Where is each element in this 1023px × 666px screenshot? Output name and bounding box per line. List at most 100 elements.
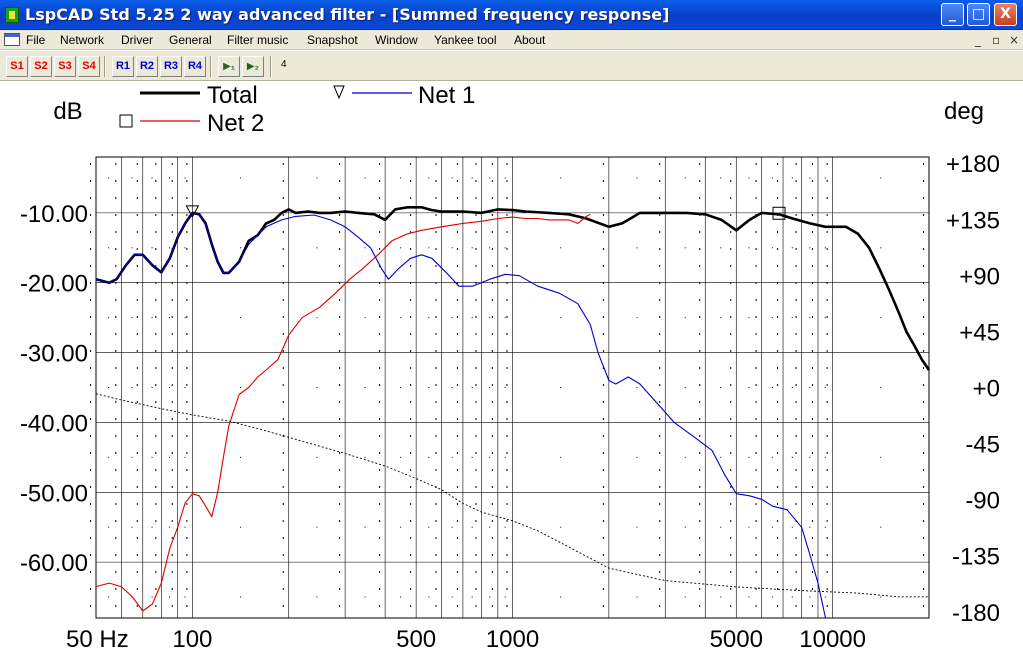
grid-dot xyxy=(339,333,341,335)
menu-about[interactable]: About xyxy=(514,33,546,47)
grid-dot xyxy=(316,526,318,528)
grid-dot xyxy=(923,316,924,318)
mdi-minimize-button[interactable]: _ xyxy=(975,33,981,47)
recall-r2-button[interactable]: R2 xyxy=(136,56,158,77)
mdi-restore-button[interactable]: ▫ xyxy=(992,33,1001,47)
close-button[interactable]: X xyxy=(994,3,1017,26)
grid-dot xyxy=(379,503,381,505)
grid-dot xyxy=(720,526,722,528)
grid-dot xyxy=(475,401,477,403)
menu-window[interactable]: Window xyxy=(375,33,418,47)
grid-dot xyxy=(339,197,341,199)
grid-dot xyxy=(475,163,477,165)
grid-dot xyxy=(475,503,477,505)
series-net-2-line xyxy=(95,213,591,612)
grid-dot xyxy=(435,452,437,454)
chart-canvas[interactable]: dB deg -10.00 -20.00 -30.00 -40.00 -50.00 -60.0… xyxy=(0,82,1023,666)
grid-dot xyxy=(90,231,91,233)
grid-dot xyxy=(491,469,493,471)
grid-dot xyxy=(339,367,341,369)
minimize-button[interactable]: _ xyxy=(941,3,964,26)
grid-dot xyxy=(131,247,133,249)
grid-dot xyxy=(659,537,661,539)
grid-dot xyxy=(659,367,661,369)
grid-dot xyxy=(171,231,173,233)
grid-dot xyxy=(826,316,828,318)
title-bar[interactable]: LspCAD Std 5.25 2 way advanced filter - … xyxy=(0,0,1023,30)
frequency-response-plot[interactable]: dB deg -10.00 -20.00 -30.00 -40.00 -50.00 -60.0… xyxy=(0,82,1023,666)
grid-dot xyxy=(90,486,91,488)
grid-dot xyxy=(489,526,491,528)
menu-filter-music[interactable]: Filter music xyxy=(227,33,289,47)
grid-dot xyxy=(811,452,813,454)
grid-dot xyxy=(171,163,173,165)
tool-2-button[interactable]: ▶₂ xyxy=(242,56,264,77)
grid-dot xyxy=(777,571,779,573)
grid-dot xyxy=(240,317,242,319)
grid-dot xyxy=(171,384,173,386)
grid-dot xyxy=(699,180,701,182)
grid-dot xyxy=(475,418,477,420)
grid-dot xyxy=(155,469,157,471)
menu-yankee-tool[interactable]: Yankee tool xyxy=(434,33,497,47)
grid-dot xyxy=(602,571,604,573)
grid-dot xyxy=(186,469,188,471)
menu-snapshot[interactable]: Snapshot xyxy=(307,33,358,47)
grid-dot xyxy=(155,588,157,590)
grid-dot xyxy=(475,367,477,369)
grid-dot xyxy=(171,435,173,437)
grid-dot xyxy=(491,520,493,522)
grid-dot xyxy=(339,248,341,250)
grid-dot xyxy=(410,180,412,182)
grid-dot xyxy=(184,177,186,179)
grid-dot xyxy=(730,401,732,403)
menu-network[interactable]: Network xyxy=(60,33,105,47)
grid-dot xyxy=(379,520,381,522)
app-icon[interactable] xyxy=(5,7,19,23)
grid-dot xyxy=(699,299,701,301)
grid-dot xyxy=(108,247,110,249)
menu-driver[interactable]: Driver xyxy=(121,33,153,47)
grid-dot xyxy=(475,350,477,352)
snapshot-s3-button[interactable]: S3 xyxy=(54,56,76,77)
tool-1-button[interactable]: ▶₁ xyxy=(218,56,240,77)
grid-dot xyxy=(151,526,153,528)
maximize-button[interactable]: □ xyxy=(967,3,990,26)
recall-r1-button[interactable]: R1 xyxy=(112,56,134,77)
grid-dot xyxy=(136,282,138,284)
grid-dot xyxy=(699,163,701,165)
mdi-close-button[interactable]: × xyxy=(1009,33,1020,47)
grid-dot xyxy=(471,387,473,388)
grid-dot xyxy=(131,387,133,388)
menu-file[interactable]: File xyxy=(26,33,46,47)
grid-dot xyxy=(826,401,828,403)
grid-dot xyxy=(602,452,604,454)
grid-dot xyxy=(410,367,412,369)
grid-dot xyxy=(826,350,828,352)
grid-dot xyxy=(171,197,173,199)
snapshot-s4-button[interactable]: S4 xyxy=(78,56,100,77)
grid-dot xyxy=(699,316,701,318)
grid-dot xyxy=(659,265,661,267)
grid-dot xyxy=(777,333,779,335)
grid-dot xyxy=(755,367,757,369)
menu-general[interactable]: General xyxy=(169,33,212,47)
grid-dot xyxy=(826,571,828,573)
snapshot-s2-button[interactable]: S2 xyxy=(30,56,52,77)
grid-dot xyxy=(136,452,138,454)
grid-dot xyxy=(115,265,117,267)
grid-dot xyxy=(506,469,508,471)
grid-dot xyxy=(923,231,924,233)
grid-dot xyxy=(795,537,797,539)
grid-dot xyxy=(475,452,477,454)
grid-dot xyxy=(475,605,477,607)
grid-dot xyxy=(339,418,341,420)
recall-r3-button[interactable]: R3 xyxy=(160,56,182,77)
grid-dot xyxy=(282,265,284,267)
document-icon[interactable] xyxy=(4,33,20,46)
snapshot-s1-button[interactable]: S1 xyxy=(6,56,28,77)
toolbar-value-field[interactable]: 4 xyxy=(281,59,287,70)
recall-r4-button[interactable]: R4 xyxy=(184,56,206,77)
grid-dot xyxy=(339,231,341,233)
grid-dot xyxy=(456,605,458,607)
